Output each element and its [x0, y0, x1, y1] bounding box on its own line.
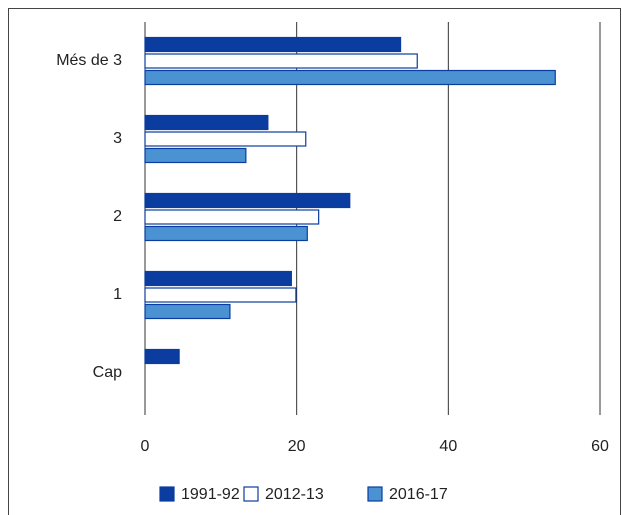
bar: [144, 209, 320, 225]
y-tick-label: Cap: [93, 364, 122, 381]
frame: [8, 8, 621, 515]
legend-label: 1991-92: [181, 486, 240, 503]
legend-swatch: [367, 486, 383, 502]
bar: [144, 131, 307, 147]
legend-swatch: [159, 486, 175, 502]
y-tick-label: Més de 3: [56, 52, 122, 69]
bar: [144, 270, 292, 287]
legend-swatch: [243, 486, 259, 502]
x-tick-label: 20: [288, 438, 306, 455]
bar: [144, 348, 180, 365]
bar: [144, 303, 231, 320]
bar: [144, 36, 402, 53]
y-tick-label: 2: [113, 208, 122, 225]
bar: [144, 192, 351, 209]
x-tick-label: 60: [591, 438, 609, 455]
bar: [144, 147, 247, 164]
bar: [144, 225, 308, 242]
bar: [144, 53, 418, 69]
x-tick-label: 0: [141, 438, 150, 455]
bar: [144, 69, 556, 86]
legend-label: 2012-13: [265, 486, 324, 503]
bar: [144, 114, 269, 131]
bar: [144, 287, 297, 303]
y-tick-label: 3: [113, 130, 122, 147]
legend-label: 2016-17: [389, 486, 448, 503]
x-tick-label: 40: [439, 438, 457, 455]
y-tick-label: 1: [113, 286, 122, 303]
